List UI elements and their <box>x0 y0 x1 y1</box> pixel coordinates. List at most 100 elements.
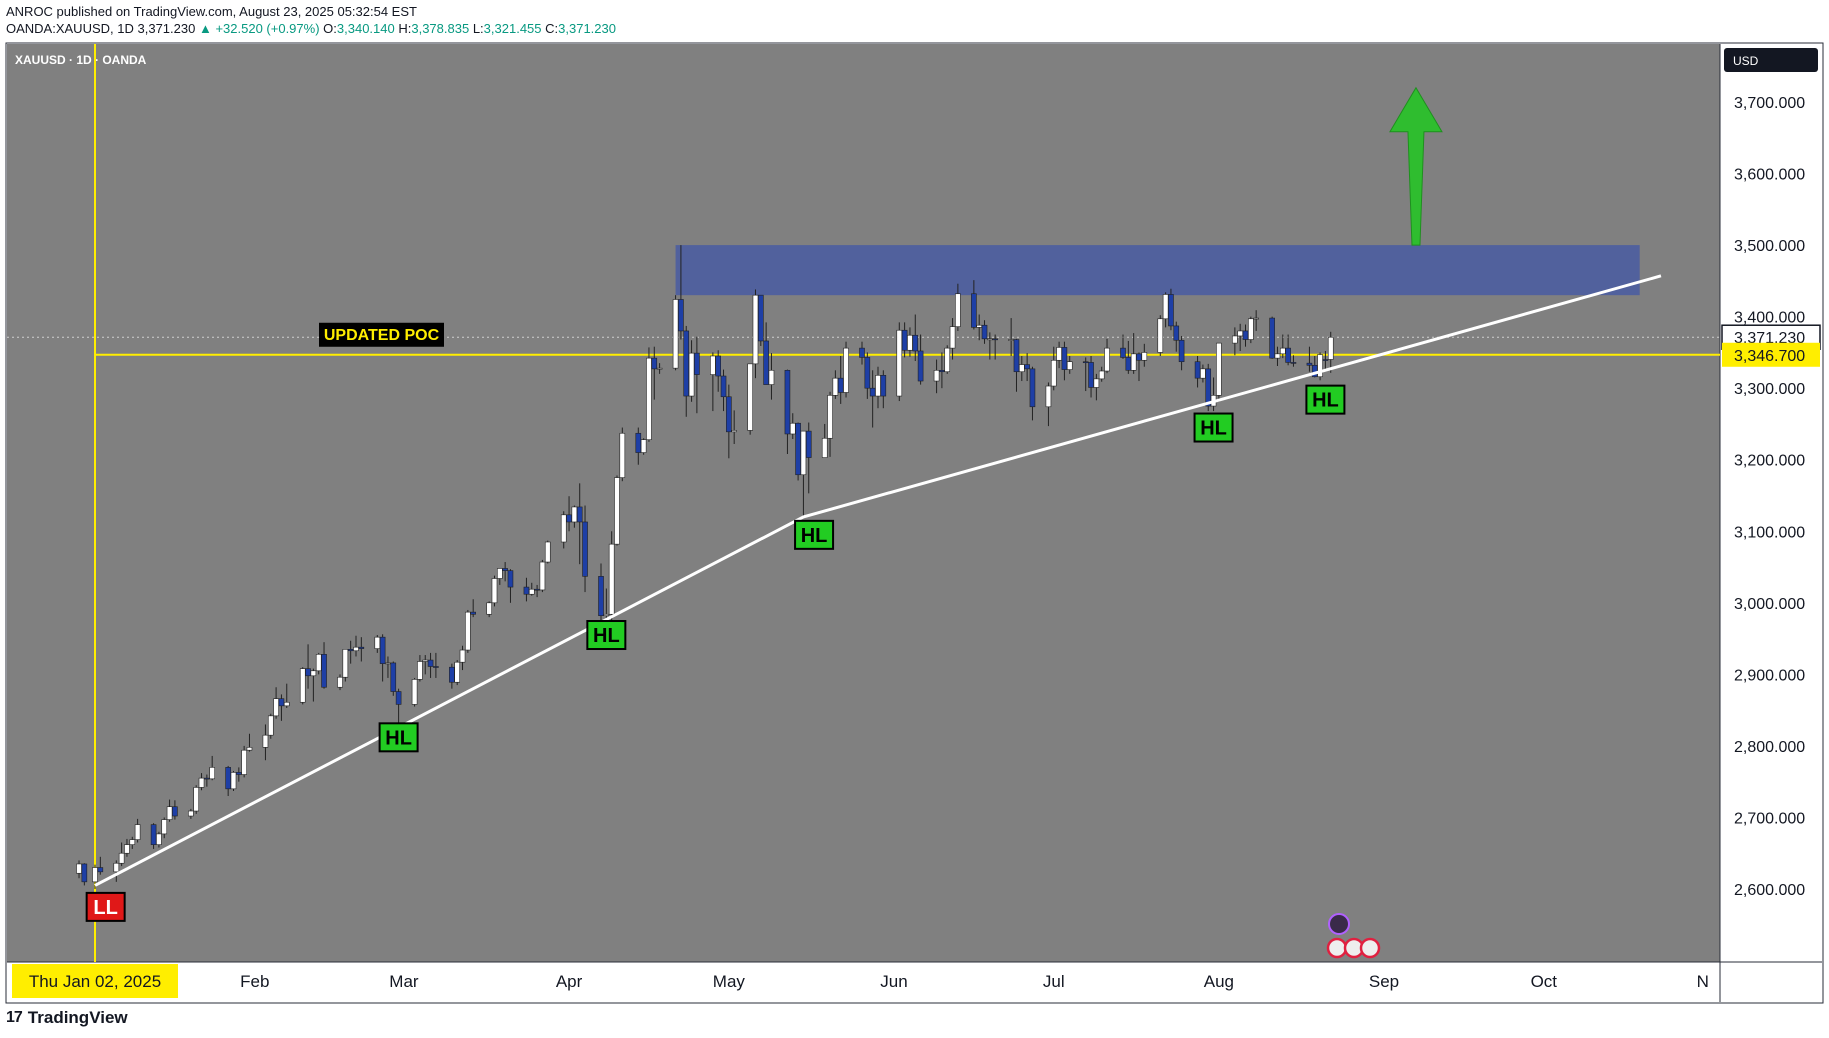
candle <box>353 646 359 652</box>
candle <box>832 377 839 396</box>
candle <box>1104 347 1110 372</box>
candle <box>955 293 961 327</box>
candle <box>534 588 540 591</box>
candle <box>1317 354 1323 378</box>
candle <box>614 477 620 545</box>
candle <box>880 375 887 397</box>
candle <box>129 839 136 845</box>
candle <box>81 863 88 883</box>
symbol-label: OANDA:XAUUSD, 1D <box>6 21 134 36</box>
candle <box>97 867 104 873</box>
candle <box>470 611 476 615</box>
price-tick-label: 2,600.000 <box>1734 882 1805 899</box>
candle <box>646 357 652 440</box>
candle <box>454 661 460 683</box>
candle <box>150 824 157 845</box>
candle <box>1162 294 1169 320</box>
currency-button-label[interactable]: USD <box>1733 54 1759 68</box>
hl-label-box <box>378 722 419 753</box>
candle <box>486 602 492 615</box>
candle <box>875 375 881 397</box>
candle <box>747 363 753 431</box>
candle <box>1194 361 1201 379</box>
candle <box>1019 364 1025 373</box>
economic-event-flag-icon[interactable] <box>1359 937 1381 959</box>
candle <box>134 824 141 840</box>
price-tick-label: 2,700.000 <box>1734 810 1805 827</box>
candle <box>1205 368 1212 407</box>
candle <box>843 347 849 393</box>
candle <box>166 806 173 820</box>
candle <box>523 586 530 595</box>
candle <box>1216 342 1222 396</box>
candle <box>720 375 727 398</box>
candle <box>1056 347 1062 361</box>
candle <box>273 698 279 717</box>
candle <box>385 662 391 665</box>
time-tick-label: N <box>1697 972 1709 991</box>
candle <box>1173 325 1180 341</box>
price-tick-label: 3,200.000 <box>1734 453 1805 470</box>
candle <box>427 659 434 667</box>
economic-event-flag-icon[interactable] <box>1326 937 1348 959</box>
price-tick-label: 2,900.000 <box>1734 667 1805 684</box>
candle <box>411 679 418 705</box>
candle <box>491 578 498 604</box>
candle <box>1029 368 1036 408</box>
candle <box>225 767 231 790</box>
candle <box>933 369 940 382</box>
candle <box>1237 330 1243 337</box>
price-axis[interactable] <box>1720 44 1822 962</box>
candle <box>726 396 732 433</box>
candle <box>837 377 844 393</box>
candle <box>459 649 466 663</box>
plot-area[interactable] <box>7 44 1720 962</box>
candle <box>1327 336 1334 360</box>
price-tick-label: 3,700.000 <box>1734 95 1805 112</box>
candle <box>1274 353 1281 359</box>
candle <box>230 772 237 790</box>
candle <box>603 613 610 616</box>
candle <box>678 299 684 332</box>
candle <box>1157 318 1164 353</box>
candle <box>193 787 200 812</box>
candle <box>544 541 551 563</box>
candle <box>1125 357 1132 371</box>
high-value: 3,378.835 <box>411 21 470 36</box>
time-tick-label: Oct <box>1531 972 1558 991</box>
ll-label-box <box>85 891 126 922</box>
candle <box>672 299 679 369</box>
candle <box>608 543 615 615</box>
candle <box>1024 364 1030 370</box>
candle <box>433 666 439 668</box>
candle <box>1008 339 1014 341</box>
candle <box>1061 347 1068 370</box>
candle <box>896 329 903 397</box>
candle <box>1253 317 1259 320</box>
crosshair-date-tag <box>12 964 178 998</box>
candle <box>449 666 455 683</box>
hl-label: HL <box>801 525 828 547</box>
poc-price-tag <box>1722 342 1820 367</box>
candle <box>305 668 311 677</box>
candle <box>683 330 690 397</box>
candle <box>827 395 833 439</box>
tradingview-logo-icon: 17 <box>6 1009 23 1026</box>
candle <box>598 576 604 616</box>
candle <box>971 293 977 328</box>
event-flash-icon[interactable] <box>1328 913 1350 935</box>
ll-label: LL <box>93 897 117 919</box>
candle <box>76 863 82 874</box>
candle <box>1013 339 1020 373</box>
candle <box>347 649 354 652</box>
time-tick-label: Jun <box>880 972 907 991</box>
currency-button[interactable] <box>1724 48 1818 72</box>
candle <box>651 357 658 370</box>
price-tick-label: 2,800.000 <box>1734 739 1805 756</box>
candle <box>784 369 791 435</box>
candle <box>912 334 919 352</box>
time-axis[interactable] <box>7 962 1720 1002</box>
candle <box>1098 370 1105 380</box>
candle <box>763 340 769 385</box>
